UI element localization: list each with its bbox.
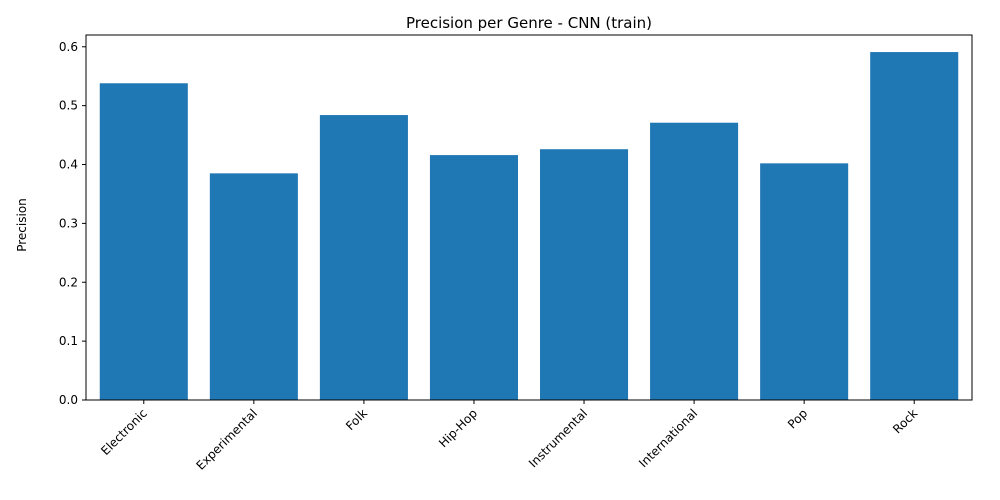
- bar-instrumental: [540, 149, 629, 400]
- x-tick-label: Hip-Hop: [436, 406, 480, 450]
- bar-folk: [319, 115, 408, 400]
- y-tick-label: 0.6: [59, 40, 78, 54]
- bar-rock: [870, 52, 959, 400]
- y-tick-label: 0.5: [59, 99, 78, 113]
- y-tick-label: 0.1: [59, 334, 78, 348]
- y-tick-label: 0.2: [59, 275, 78, 289]
- x-tick-label: Electronic: [98, 406, 150, 458]
- x-tick-label: Experimental: [193, 406, 259, 472]
- y-tick-label: 0.0: [59, 393, 78, 407]
- bar-international: [650, 122, 739, 400]
- y-tick-label: 0.4: [59, 158, 78, 172]
- x-tick-label: Rock: [890, 406, 920, 436]
- y-axis: 0.0 0.1 0.2 0.3 0.4 0.5 0.6: [59, 40, 86, 407]
- bars-group: [99, 52, 959, 401]
- x-tick-label: Folk: [343, 406, 370, 433]
- x-tick-label: International: [636, 406, 700, 470]
- x-tick-label: Pop: [785, 406, 810, 431]
- bar-electronic: [99, 83, 188, 401]
- x-tick-label: Instrumental: [526, 406, 590, 470]
- y-tick-label: 0.3: [59, 216, 78, 230]
- bar-experimental: [209, 173, 298, 400]
- chart-title: Precision per Genre - CNN (train): [406, 14, 652, 32]
- y-axis-label: Precision: [15, 198, 29, 252]
- bar-hip-hop: [429, 155, 518, 400]
- x-axis: Electronic Experimental Folk Hip-Hop Instrum…: [98, 400, 920, 473]
- plot-frame: [85, 34, 973, 401]
- bar-pop: [760, 163, 849, 400]
